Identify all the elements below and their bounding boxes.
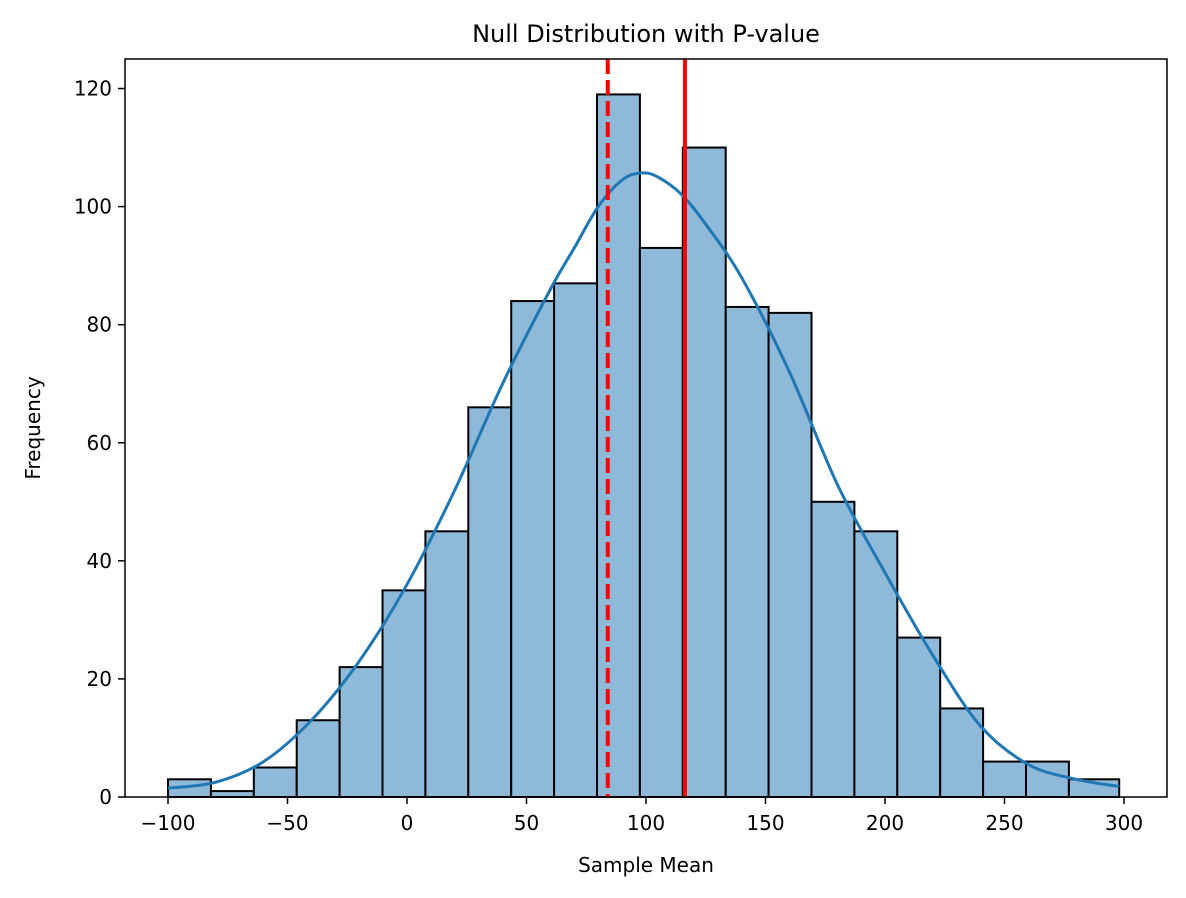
y-tick-label: 80	[87, 313, 112, 337]
histogram-bar	[338, 666, 384, 798]
y-tick-label: 40	[87, 549, 112, 573]
chart-title: Null Distribution with P-value	[472, 20, 820, 48]
histogram-bar	[939, 707, 985, 798]
x-tick-label: 50	[514, 811, 539, 835]
x-tick-label: 250	[985, 811, 1023, 835]
y-axis-label: Frequency	[21, 376, 45, 479]
histogram-bar	[381, 589, 427, 798]
histogram-bar	[209, 790, 255, 799]
x-tick-label: −100	[141, 811, 196, 835]
y-axis-ticks: 0 20 40 60 80 100 120	[74, 77, 125, 809]
y-tick-label: 120	[74, 77, 112, 101]
histogram-bar	[982, 760, 1027, 798]
histogram-bar	[896, 636, 942, 798]
histogram-bar	[681, 146, 727, 798]
histogram-bar	[853, 530, 899, 798]
y-tick-label: 60	[87, 431, 112, 455]
histogram-bar	[553, 282, 599, 798]
x-tick-label: 150	[746, 811, 784, 835]
x-tick-label: 300	[1105, 811, 1143, 835]
x-axis-label: Sample Mean	[578, 853, 714, 877]
y-tick-label: 20	[87, 667, 112, 691]
reference-lines	[605, 59, 687, 797]
histogram-bar	[724, 305, 770, 798]
x-tick-label: 100	[627, 811, 665, 835]
histogram-bar	[424, 530, 470, 798]
x-axis-ticks: −100 −50 0 50 100 150 200 250 300	[141, 797, 1143, 835]
y-tick-label: 100	[74, 195, 112, 219]
x-tick-label: 200	[866, 811, 904, 835]
histogram-bar	[295, 719, 341, 798]
histogram-bar	[252, 766, 298, 798]
histogram-bar	[467, 406, 513, 798]
x-tick-label: −50	[266, 811, 308, 835]
x-tick-label: 0	[401, 811, 414, 835]
y-tick-label: 0	[99, 785, 112, 809]
histogram-bar	[767, 311, 813, 798]
kde-curve	[167, 171, 1120, 790]
histogram-bar	[810, 500, 856, 798]
histogram-bar	[510, 300, 556, 798]
histogram-bar	[596, 93, 641, 798]
histogram-bars	[167, 93, 1121, 799]
histogram-bar	[638, 246, 684, 799]
